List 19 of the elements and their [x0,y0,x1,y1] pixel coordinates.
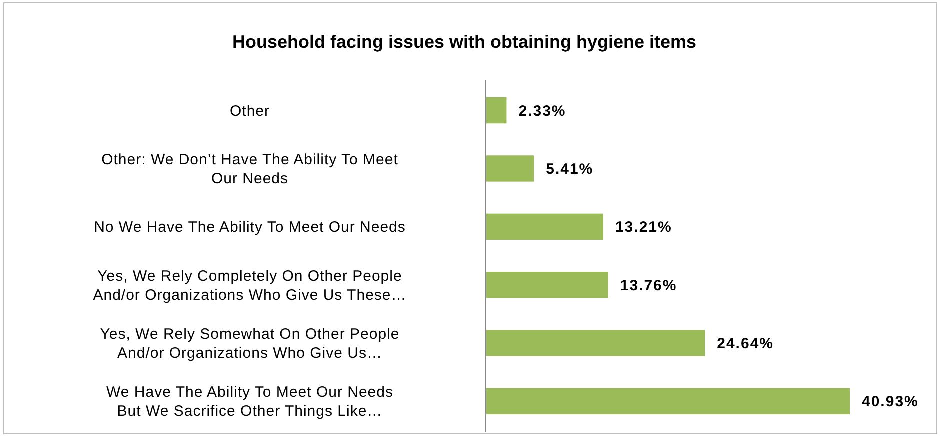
bar [486,272,608,298]
bar [486,214,604,240]
y-tick-label: Yes, We Rely Completely On Other People And/or Organizations Who Give Us These… [93,268,407,304]
y-tick-label: Yes, We Rely Somewhat On Other People And/or Organizations Who Give Us… [100,326,400,362]
y-tick-label: Other: We Don’t Have The Ability To Meet Our Needs [102,151,399,188]
data-label: 13.76% [620,277,678,294]
data-label: 2.33% [518,102,566,120]
bar [486,388,850,415]
data-label: 13.21% [615,219,672,236]
data-label: 5.41% [546,160,594,178]
y-tick-label: No We Have The Ability To Meet Our Needs [94,219,406,236]
y-tick-label: Other [230,102,270,120]
bar [486,330,706,356]
data-label: 40.93% [862,394,919,411]
bar [486,97,507,124]
y-tick-label: We Have The Ability To Meet Our Needs But We Sacrifice Other Things Like… [106,384,394,420]
chart-title: Household facing issues with obtaining hygiene items [232,32,697,52]
bar [486,156,534,182]
data-label: 24.64% [717,336,774,353]
